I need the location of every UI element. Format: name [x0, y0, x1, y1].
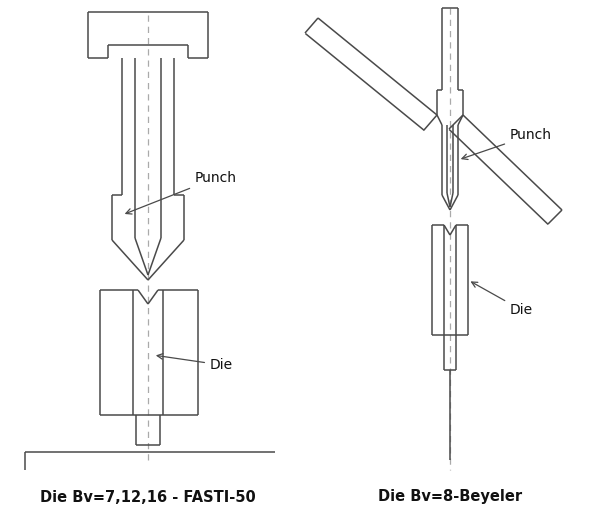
Text: Punch: Punch	[126, 171, 237, 214]
Text: Die Bv=7,12,16 - FASTI-50: Die Bv=7,12,16 - FASTI-50	[40, 490, 256, 504]
Text: Punch: Punch	[462, 128, 552, 160]
Text: Die: Die	[472, 282, 533, 317]
Text: Die: Die	[157, 354, 233, 372]
Text: Die Bv=8-Beyeler: Die Bv=8-Beyeler	[378, 490, 522, 504]
